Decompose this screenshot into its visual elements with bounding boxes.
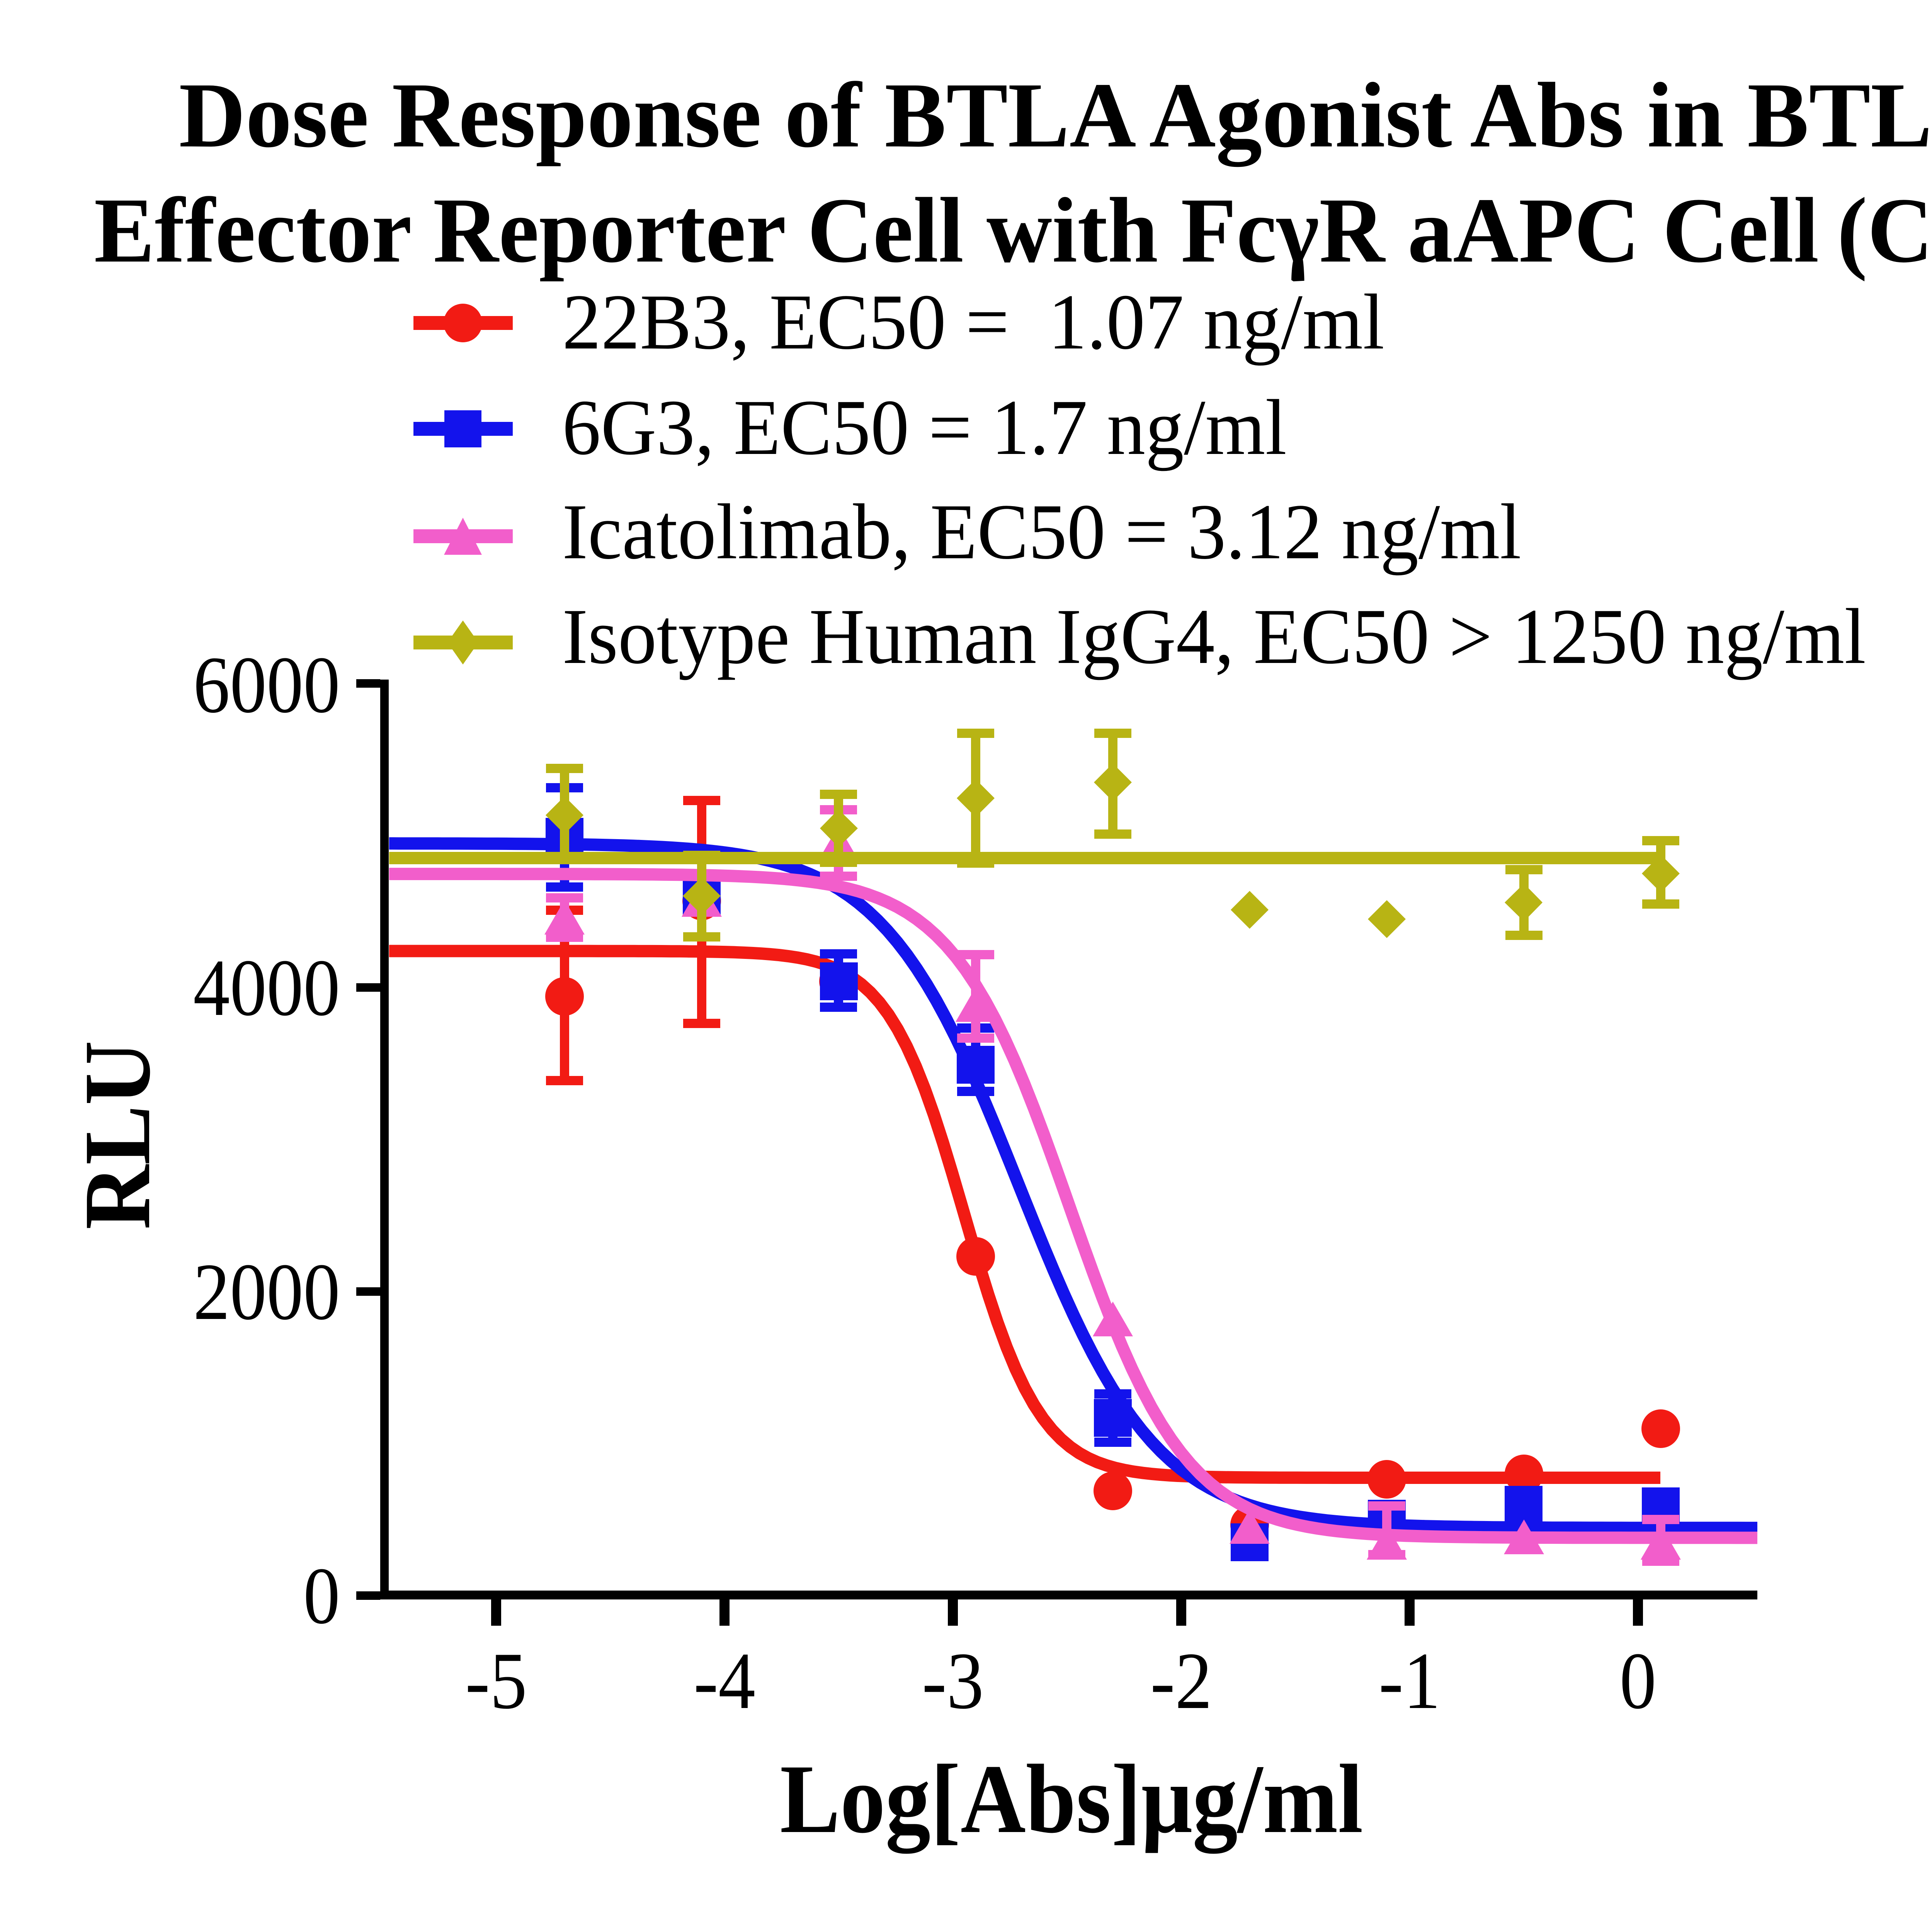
svg-text:-1: -1: [1379, 1636, 1440, 1726]
svg-text:Dose Response of BTLA Agonist: Dose Response of BTLA Agonist Abs in BTL…: [179, 64, 1932, 167]
svg-text:4000: 4000: [193, 943, 340, 1033]
svg-text:Effector Reporter Cell with Fc: Effector Reporter Cell with FcγR aAPC Ce…: [94, 179, 1932, 282]
svg-text:6000: 6000: [193, 640, 340, 730]
svg-text:0: 0: [303, 1551, 340, 1641]
svg-text:Icatolimab, EC50 = 3.12 ng/ml: Icatolimab, EC50 = 3.12 ng/ml: [562, 488, 1521, 576]
svg-text:-5: -5: [465, 1636, 527, 1726]
svg-text:6G3, EC50 = 1.7 ng/ml: 6G3, EC50 = 1.7 ng/ml: [562, 384, 1287, 471]
svg-text:RLU: RLU: [65, 1041, 170, 1230]
svg-text:-3: -3: [922, 1636, 984, 1726]
svg-text:-2: -2: [1150, 1636, 1212, 1726]
svg-text:22B3, EC50 = 1.07 ng/ml: 22B3, EC50 = 1.07 ng/ml: [562, 278, 1384, 366]
svg-text:Isotype Human IgG4, EC50 > 125: Isotype Human IgG4, EC50 > 1250 ng/ml: [562, 593, 1866, 680]
svg-text:-4: -4: [694, 1636, 755, 1726]
svg-text:2000: 2000: [193, 1247, 340, 1337]
svg-text:0: 0: [1620, 1636, 1656, 1726]
svg-text:Log[Abs]μg/ml: Log[Abs]μg/ml: [780, 1745, 1363, 1854]
